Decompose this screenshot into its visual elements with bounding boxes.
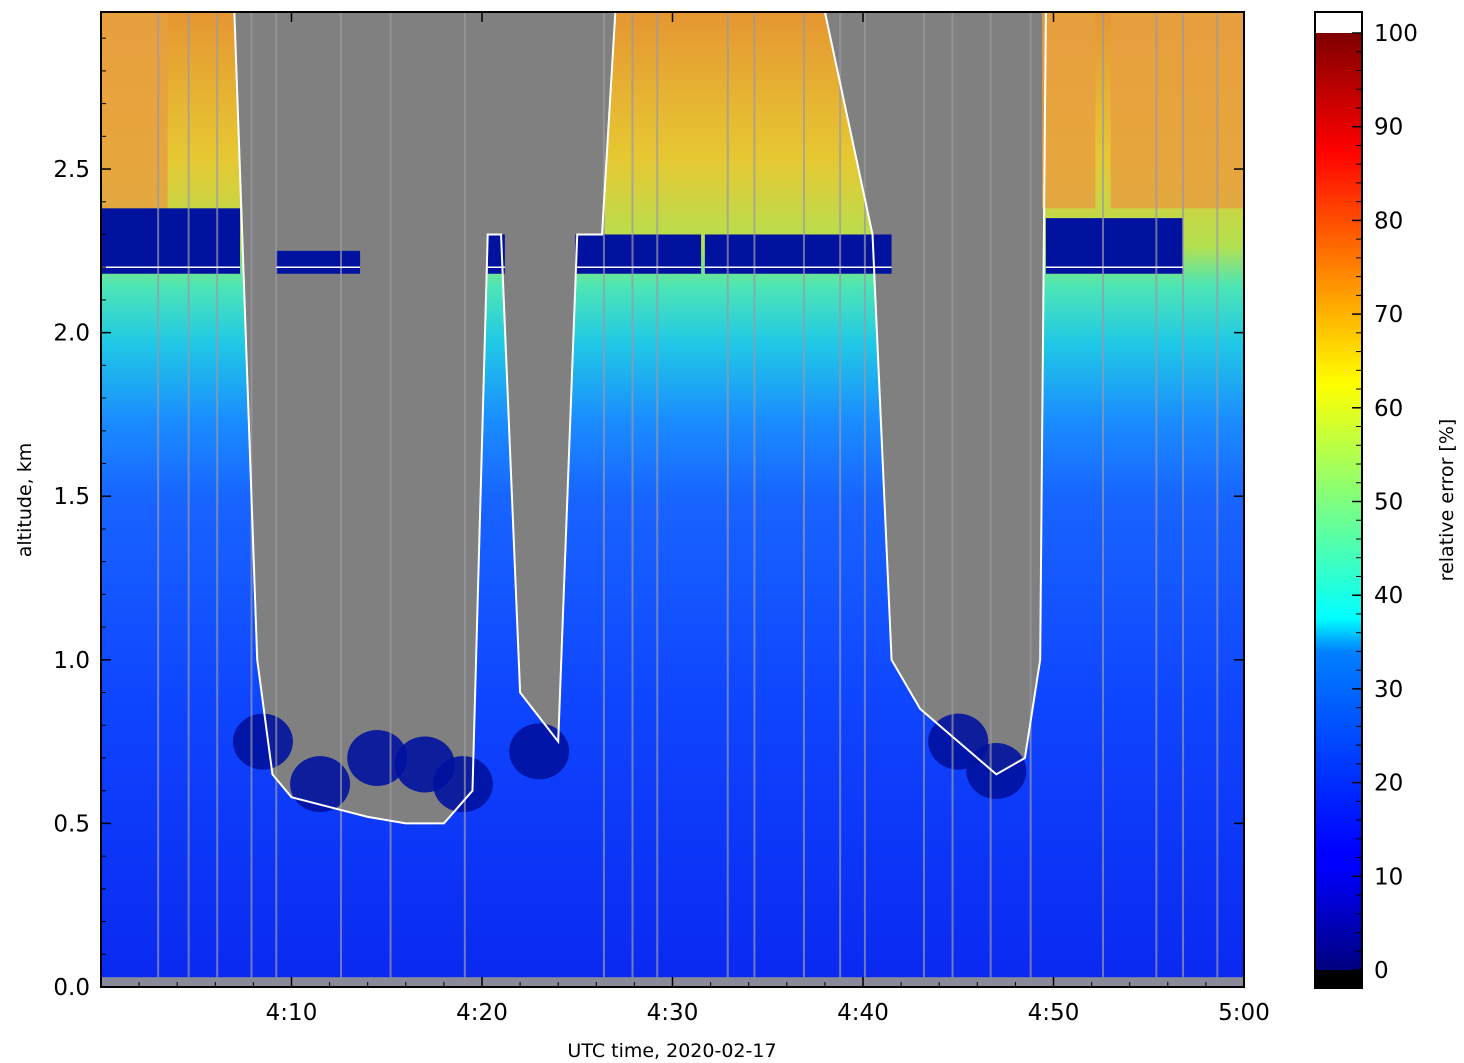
cloud-base-contour xyxy=(101,12,1244,825)
colorbar-tick-label: 0 xyxy=(1374,958,1389,984)
x-tick-label: 4:10 xyxy=(266,1000,318,1026)
y-axis-label: altitude, km xyxy=(14,443,36,557)
y-tick-label: 2.5 xyxy=(53,157,90,183)
low-error-pocket xyxy=(432,756,493,813)
low-error-band xyxy=(276,250,361,274)
colorbar-tick-label: 100 xyxy=(1374,21,1418,47)
y-tick-label: 0.5 xyxy=(53,811,90,837)
low-error-pocket xyxy=(347,729,408,786)
x-tick-label: 4:50 xyxy=(1028,1000,1080,1026)
x-axis-label: UTC time, 2020-02-17 xyxy=(567,1040,776,1062)
colorbar-label: relative error [%] xyxy=(1436,419,1458,582)
y-tick-label: 1.0 xyxy=(53,648,90,674)
y-tick-label: 1.5 xyxy=(53,484,90,510)
y-tick-label: 2.0 xyxy=(53,321,90,347)
low-error-band xyxy=(101,208,241,274)
plot-area xyxy=(101,12,1244,987)
colorbar-tick-label: 20 xyxy=(1374,771,1403,797)
colorbar-under xyxy=(1315,970,1362,988)
colorbar-tick-label: 80 xyxy=(1374,208,1403,234)
colorbar-tick-label: 40 xyxy=(1374,583,1403,609)
x-axis: 4:10 4:20 4:30 4:40 4:50 5:00 xyxy=(100,12,1270,1026)
high-error-zone xyxy=(1042,12,1096,209)
high-error-zone xyxy=(101,12,168,209)
colorbar-tick-label: 50 xyxy=(1374,490,1403,516)
x-tick-label: 4:30 xyxy=(647,1000,699,1026)
colorbar-over xyxy=(1315,12,1362,33)
colorbar-tick-label: 10 xyxy=(1374,864,1403,890)
y-axis: 0.0 0.5 1.0 1.5 2.0 2.5 xyxy=(53,37,1244,1001)
colorbar: 0 10 20 30 40 50 60 70 80 90 100 relative error [%… xyxy=(1314,11,1458,989)
missing-data-area xyxy=(101,12,1244,824)
missing-data-region xyxy=(101,12,1244,824)
x-tick-label: 4:20 xyxy=(456,1000,508,1026)
contour-lines xyxy=(101,12,1244,825)
colorbar-tick-label: 30 xyxy=(1374,677,1403,703)
x-tick-label: 4:40 xyxy=(837,1000,889,1026)
low-error-pocket xyxy=(232,713,293,770)
low-error-pocket xyxy=(966,743,1027,800)
x-tick-label: 5:00 xyxy=(1218,1000,1270,1026)
low-error-pocket xyxy=(509,723,570,780)
colorbar-ticks: 0 10 20 30 40 50 60 70 80 90 100 xyxy=(1352,21,1418,984)
colorbar-frame xyxy=(1314,11,1363,989)
y-tick-label: 0.0 xyxy=(53,975,90,1001)
high-error-zone xyxy=(1110,12,1244,209)
colorbar-tick-label: 60 xyxy=(1374,396,1403,422)
colorbar-tick-label: 70 xyxy=(1374,302,1403,328)
low-error-band xyxy=(1045,218,1184,274)
colorbar-tick-label: 90 xyxy=(1374,115,1403,141)
low-error-pocket xyxy=(290,756,351,813)
